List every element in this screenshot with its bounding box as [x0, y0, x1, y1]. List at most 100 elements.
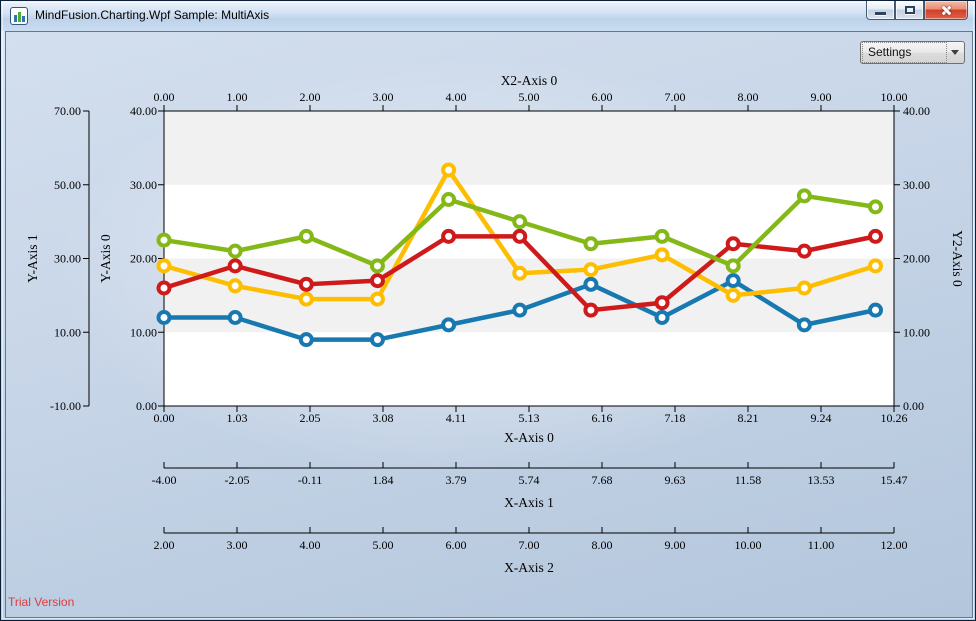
series-blue-marker [868, 302, 884, 318]
svg-text:7.18: 7.18 [665, 411, 686, 425]
svg-text:9.00: 9.00 [811, 90, 832, 104]
series-green [156, 188, 884, 274]
svg-text:6.00: 6.00 [446, 538, 467, 552]
series-yellow [156, 162, 884, 307]
plot-area [164, 111, 894, 406]
svg-text:0.00: 0.00 [136, 399, 157, 413]
svg-text:9.00: 9.00 [665, 538, 686, 552]
maximize-icon [904, 6, 915, 14]
svg-text:X-Axis 0: X-Axis 0 [504, 430, 554, 445]
svg-text:50.00: 50.00 [54, 178, 81, 192]
series-red [156, 228, 884, 318]
series-red-marker [796, 243, 812, 259]
trial-version-label: Trial Version [8, 595, 75, 609]
svg-text:10.00: 10.00 [903, 325, 930, 339]
svg-text:13.53: 13.53 [808, 473, 835, 487]
series-red-marker [583, 302, 599, 318]
svg-text:5.74: 5.74 [519, 473, 540, 487]
series-yellow-marker [583, 262, 599, 278]
svg-text:5.00: 5.00 [519, 90, 540, 104]
svg-text:0.00: 0.00 [903, 399, 924, 413]
series-green-marker [796, 188, 812, 204]
series-blue-marker [512, 302, 528, 318]
series-blue-marker [583, 276, 599, 292]
series-yellow-marker [512, 265, 528, 281]
svg-text:11.58: 11.58 [735, 473, 762, 487]
svg-text:8.21: 8.21 [738, 411, 759, 425]
series-green-marker [868, 199, 884, 215]
series-red-marker [512, 228, 528, 244]
series-red-marker [654, 295, 670, 311]
svg-text:9.24: 9.24 [811, 411, 832, 425]
window-controls [866, 1, 968, 20]
series-yellow-marker [441, 162, 457, 178]
series-green-marker [512, 214, 528, 230]
svg-text:10.00: 10.00 [130, 325, 157, 339]
series-yellow-marker [725, 287, 741, 303]
x0-axis: 0.00 1.03 2.05 3.08 4.11 5.13 6.16 7.18 8.21 9.24… [154, 405, 908, 445]
series-blue-marker [156, 310, 172, 325]
svg-text:-2.05: -2.05 [225, 473, 250, 487]
svg-text:11.00: 11.00 [808, 538, 835, 552]
svg-text:10.00: 10.00 [54, 325, 81, 339]
window-title: MindFusion.Charting.Wpf Sample: MultiAxi… [35, 8, 270, 22]
svg-text:0.00: 0.00 [154, 90, 175, 104]
svg-text:4.00: 4.00 [300, 538, 321, 552]
settings-dropdown[interactable]: Settings [860, 41, 965, 64]
svg-text:9.63: 9.63 [665, 473, 686, 487]
svg-text:20.00: 20.00 [903, 252, 930, 266]
svg-text:4.00: 4.00 [446, 90, 467, 104]
series-green-marker [725, 258, 741, 274]
series-yellow-marker [868, 258, 884, 274]
svg-text:1.00: 1.00 [227, 90, 248, 104]
dropdown-arrow-button[interactable] [946, 44, 963, 61]
series-yellow-marker [227, 278, 243, 294]
svg-text:6.00: 6.00 [592, 90, 613, 104]
svg-text:3.79: 3.79 [446, 473, 467, 487]
svg-text:7.68: 7.68 [592, 473, 613, 487]
svg-text:30.00: 30.00 [130, 178, 157, 192]
series-yellow-marker [796, 280, 812, 296]
close-button[interactable] [924, 1, 968, 20]
series-blue-marker [441, 317, 457, 333]
series-blue-marker [227, 310, 243, 325]
series-blue [156, 273, 884, 348]
svg-text:40.00: 40.00 [130, 104, 157, 118]
svg-text:2.00: 2.00 [154, 538, 175, 552]
series-yellow-marker [298, 291, 314, 307]
series-green-marker [369, 258, 385, 274]
y1-axis: 70.00 50.00 30.00 10.00 -10.00 Y-Axis 1 [25, 104, 90, 413]
minimize-button[interactable] [866, 1, 895, 20]
series-yellow-marker [654, 247, 670, 263]
series-yellow-marker [369, 291, 385, 307]
svg-text:7.00: 7.00 [519, 538, 540, 552]
svg-text:4.11: 4.11 [446, 411, 467, 425]
chevron-down-icon [950, 50, 959, 55]
svg-text:3.00: 3.00 [373, 90, 394, 104]
svg-text:10.26: 10.26 [881, 411, 908, 425]
settings-dropdown-label: Settings [862, 42, 947, 63]
maximize-button[interactable] [895, 1, 924, 20]
series-blue-marker [725, 273, 741, 289]
svg-text:-4.00: -4.00 [152, 473, 177, 487]
series-green-marker [654, 228, 670, 244]
series-blue-marker [654, 310, 670, 325]
title-bar[interactable]: MindFusion.Charting.Wpf Sample: MultiAxi… [1, 1, 975, 31]
svg-text:8.00: 8.00 [738, 90, 759, 104]
series-blue-marker [369, 332, 385, 348]
series-red-marker [725, 236, 741, 252]
svg-text:X-Axis 1: X-Axis 1 [504, 495, 554, 510]
svg-text:15.47: 15.47 [881, 473, 908, 487]
svg-text:-0.11: -0.11 [298, 473, 323, 487]
svg-text:40.00: 40.00 [903, 104, 930, 118]
svg-text:1.84: 1.84 [373, 473, 394, 487]
series-green-marker [583, 236, 599, 252]
series-green-marker [156, 232, 172, 248]
svg-text:0.00: 0.00 [154, 411, 175, 425]
series-red-marker [227, 258, 243, 274]
svg-text:70.00: 70.00 [54, 104, 81, 118]
x2-top-axis: 0.00 1.00 2.00 3.00 4.00 5.00 6.00 7.00 8.00 9.00… [154, 73, 908, 112]
svg-text:30.00: 30.00 [54, 252, 81, 266]
svg-text:Y-Axis 1: Y-Axis 1 [25, 234, 40, 282]
